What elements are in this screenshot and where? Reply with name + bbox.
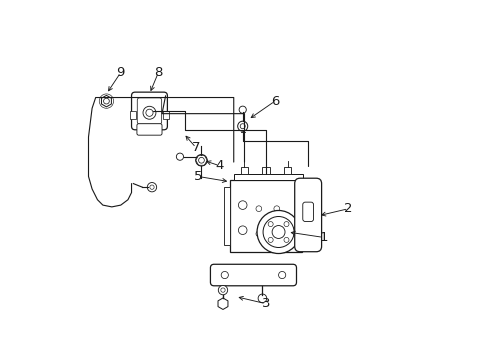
Text: 3: 3: [261, 297, 270, 310]
Text: 9: 9: [116, 66, 125, 79]
Polygon shape: [101, 95, 111, 107]
Circle shape: [267, 237, 273, 242]
Bar: [301, 179, 306, 247]
Circle shape: [142, 106, 156, 119]
Circle shape: [221, 271, 228, 279]
FancyBboxPatch shape: [210, 264, 296, 286]
Circle shape: [149, 185, 154, 189]
Circle shape: [237, 121, 247, 131]
Bar: [223, 187, 230, 244]
Circle shape: [218, 285, 227, 295]
Bar: [163, 111, 168, 118]
Circle shape: [240, 124, 244, 129]
Circle shape: [284, 237, 288, 242]
Circle shape: [267, 221, 273, 226]
Circle shape: [238, 226, 246, 234]
Circle shape: [255, 206, 261, 212]
Circle shape: [195, 154, 207, 166]
Circle shape: [239, 106, 246, 113]
Circle shape: [198, 157, 204, 163]
FancyBboxPatch shape: [131, 92, 167, 130]
Circle shape: [273, 231, 279, 237]
Circle shape: [147, 183, 156, 192]
Circle shape: [145, 109, 153, 116]
Text: 2: 2: [344, 202, 352, 215]
Circle shape: [103, 98, 109, 104]
Text: 1: 1: [319, 231, 327, 244]
Circle shape: [255, 231, 261, 237]
Text: 6: 6: [270, 95, 279, 108]
Circle shape: [284, 221, 288, 226]
Bar: [130, 111, 136, 118]
Bar: [262, 167, 269, 174]
Bar: [284, 167, 290, 174]
FancyBboxPatch shape: [137, 124, 162, 135]
Text: 7: 7: [191, 141, 200, 154]
Bar: [234, 174, 302, 180]
Circle shape: [258, 294, 266, 303]
Text: 4: 4: [215, 159, 223, 172]
Text: 8: 8: [154, 66, 163, 79]
Circle shape: [257, 211, 300, 253]
Circle shape: [278, 271, 285, 279]
Circle shape: [238, 201, 246, 210]
Circle shape: [176, 153, 183, 160]
FancyBboxPatch shape: [302, 202, 313, 221]
FancyBboxPatch shape: [294, 178, 321, 252]
Circle shape: [263, 216, 293, 247]
Text: 5: 5: [193, 170, 202, 183]
Bar: [230, 180, 301, 252]
Bar: [241, 167, 247, 174]
FancyBboxPatch shape: [137, 98, 162, 124]
Circle shape: [273, 206, 279, 212]
Circle shape: [271, 226, 285, 238]
Polygon shape: [218, 298, 227, 310]
Circle shape: [221, 288, 224, 292]
